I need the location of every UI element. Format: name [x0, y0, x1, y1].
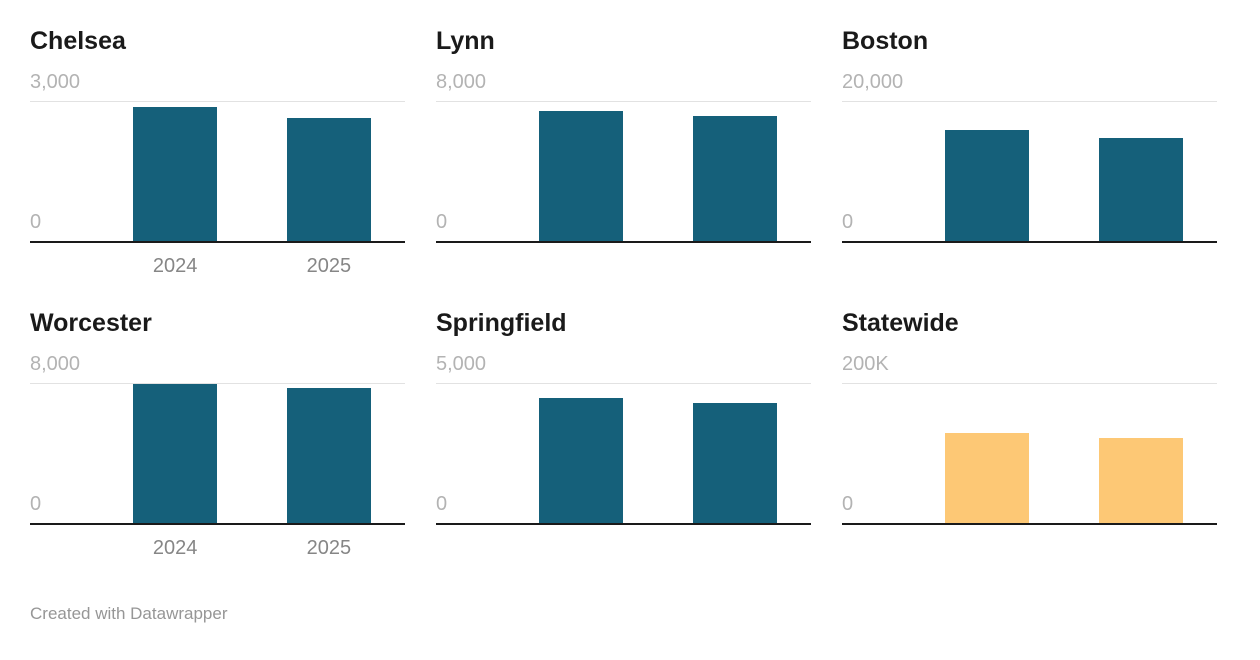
y-axis-zero-label: 0	[436, 493, 448, 515]
top-gridline	[30, 101, 405, 102]
panel-title: Worcester	[30, 309, 152, 337]
top-gridline	[842, 383, 1217, 384]
y-axis-zero-label: 0	[30, 211, 42, 233]
y-axis-zero-label: 0	[30, 493, 42, 515]
plot-area	[436, 101, 811, 241]
bar-2025[interactable]	[692, 115, 777, 241]
plot-area	[842, 383, 1217, 523]
x-axis-labels: 2024 2025	[30, 536, 405, 560]
panel-title: Springfield	[436, 309, 567, 337]
y-axis-max-label: 3,000	[30, 71, 81, 93]
bar-2025[interactable]	[1098, 437, 1183, 523]
x-axis-baseline	[436, 523, 811, 525]
bar-2025[interactable]	[286, 388, 371, 523]
bar-2024[interactable]	[539, 110, 624, 241]
bar-2025[interactable]	[286, 117, 371, 241]
chart-panel-lynn: Lynn 8,000 0	[436, 12, 811, 294]
x-axis-baseline	[842, 523, 1217, 525]
plot-area	[436, 383, 811, 523]
x-tick-2025: 2025	[306, 537, 352, 559]
y-axis-zero-label: 0	[436, 211, 448, 233]
bar-2025[interactable]	[692, 403, 777, 523]
panel-title: Boston	[842, 27, 929, 55]
chart-panel-worcester: Worcester 8,000 0 2024 2025	[30, 294, 405, 576]
panel-title: Statewide	[842, 309, 959, 337]
chart-panel-chelsea: Chelsea 3,000 0 2024 2025	[30, 12, 405, 294]
panel-title: Chelsea	[30, 27, 126, 55]
y-axis-zero-label: 0	[842, 211, 854, 233]
plot-area	[30, 383, 405, 523]
x-tick-2025: 2025	[306, 255, 352, 277]
x-axis-baseline	[30, 241, 405, 243]
bar-2024[interactable]	[945, 433, 1030, 523]
plot-area	[842, 101, 1217, 241]
bar-2024[interactable]	[539, 398, 624, 523]
x-axis-labels: 2024 2025	[30, 254, 405, 278]
chart-panel-springfield: Springfield 5,000 0	[436, 294, 811, 576]
y-axis-max-label: 8,000	[30, 353, 81, 375]
top-gridline	[30, 383, 405, 384]
x-tick-2024: 2024	[152, 255, 198, 277]
top-gridline	[842, 101, 1217, 102]
bar-2024[interactable]	[133, 107, 218, 241]
small-multiples-grid: Chelsea 3,000 0 2024 2025 Lynn 8,000 0 B…	[30, 12, 1217, 576]
y-axis-zero-label: 0	[842, 493, 854, 515]
chart-panel-statewide: Statewide 200K 0	[842, 294, 1217, 576]
y-axis-max-label: 20,000	[842, 71, 904, 93]
top-gridline	[436, 383, 811, 384]
x-axis-baseline	[842, 241, 1217, 243]
y-axis-max-label: 200K	[842, 353, 889, 375]
x-axis-baseline	[436, 241, 811, 243]
plot-area	[30, 101, 405, 241]
x-tick-2024: 2024	[152, 537, 198, 559]
bar-2024[interactable]	[945, 129, 1030, 241]
top-gridline	[436, 101, 811, 102]
y-axis-max-label: 5,000	[436, 353, 487, 375]
bar-2025[interactable]	[1098, 138, 1183, 241]
y-axis-max-label: 8,000	[436, 71, 487, 93]
x-axis-baseline	[30, 523, 405, 525]
bar-2024[interactable]	[133, 383, 218, 523]
chart-panel-boston: Boston 20,000 0	[842, 12, 1217, 294]
datawrapper-credit: Created with Datawrapper	[30, 604, 228, 623]
panel-title: Lynn	[436, 27, 495, 55]
